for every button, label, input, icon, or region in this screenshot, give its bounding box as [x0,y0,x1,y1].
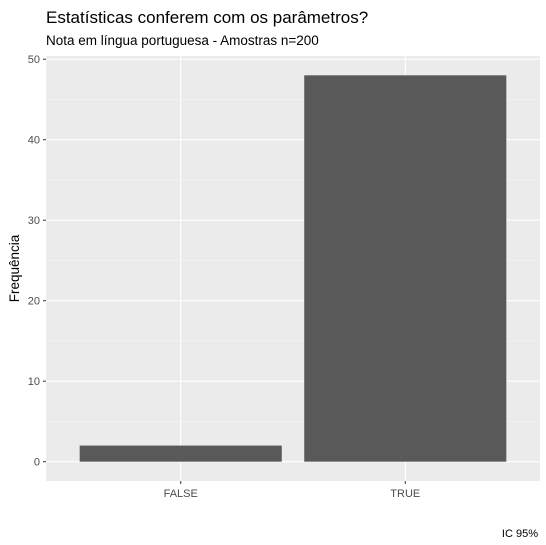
y-tick-label: 20 [28,296,40,308]
y-tick-label: 0 [34,457,40,469]
y-tick-label: 40 [28,135,40,147]
y-tick-label: 10 [28,376,40,388]
y-axis-ticks: 0 10 20 30 40 50 [28,54,46,468]
x-tick-label: TRUE [390,488,420,500]
y-axis-title: Frequência [7,234,22,302]
y-tick-label: 50 [28,54,40,66]
chart-subtitle: Nota em língua portuguesa - Amostras n=2… [46,33,319,48]
x-tick-label: FALSE [164,488,198,500]
bar-true [304,75,506,461]
y-tick-label: 30 [28,215,40,227]
chart-title: Estatísticas conferem com os parâmetros? [46,8,368,27]
bar-false [80,446,282,462]
chart-caption: IC 95% [502,528,538,540]
x-axis-ticks: FALSE TRUE [164,481,421,500]
